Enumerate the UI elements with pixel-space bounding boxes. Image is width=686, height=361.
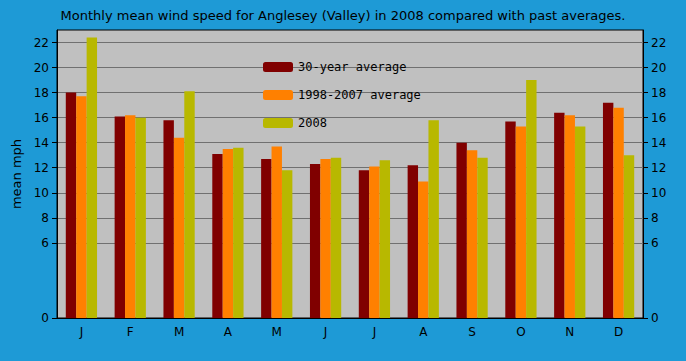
svg-text:12: 12: [34, 161, 49, 175]
svg-text:0: 0: [41, 311, 49, 325]
svg-text:1998-2007 average: 1998-2007 average: [298, 88, 421, 102]
svg-text:8: 8: [41, 211, 49, 225]
svg-text:J: J: [79, 325, 84, 339]
svg-text:0: 0: [651, 311, 659, 325]
svg-text:F: F: [127, 325, 134, 339]
svg-text:D: D: [614, 325, 623, 339]
svg-text:16: 16: [651, 111, 666, 125]
svg-text:8: 8: [651, 211, 659, 225]
svg-text:14: 14: [651, 136, 666, 150]
svg-text:22: 22: [651, 36, 666, 50]
svg-text:M: M: [174, 325, 184, 339]
svg-text:18: 18: [34, 86, 49, 100]
svg-text:20: 20: [651, 61, 666, 75]
svg-text:S: S: [468, 325, 476, 339]
svg-text:2008: 2008: [298, 116, 327, 130]
svg-text:14: 14: [34, 136, 49, 150]
svg-text:A: A: [419, 325, 428, 339]
svg-text:J: J: [323, 325, 328, 339]
svg-text:O: O: [516, 325, 525, 339]
svg-text:10: 10: [34, 186, 49, 200]
svg-text:22: 22: [34, 36, 49, 50]
svg-text:N: N: [565, 325, 574, 339]
svg-text:6: 6: [651, 236, 659, 250]
svg-text:18: 18: [651, 86, 666, 100]
svg-text:J: J: [372, 325, 377, 339]
svg-text:6: 6: [41, 236, 49, 250]
svg-text:10: 10: [651, 186, 666, 200]
svg-text:12: 12: [651, 161, 666, 175]
svg-text:20: 20: [34, 61, 49, 75]
svg-text:mean mph: mean mph: [9, 139, 24, 209]
svg-text:Monthly mean wind speed for An: Monthly mean wind speed for Anglesey (Va…: [61, 8, 626, 23]
svg-text:A: A: [224, 325, 233, 339]
svg-text:M: M: [272, 325, 282, 339]
svg-text:16: 16: [34, 111, 49, 125]
svg-text:30-year average: 30-year average: [298, 60, 406, 74]
